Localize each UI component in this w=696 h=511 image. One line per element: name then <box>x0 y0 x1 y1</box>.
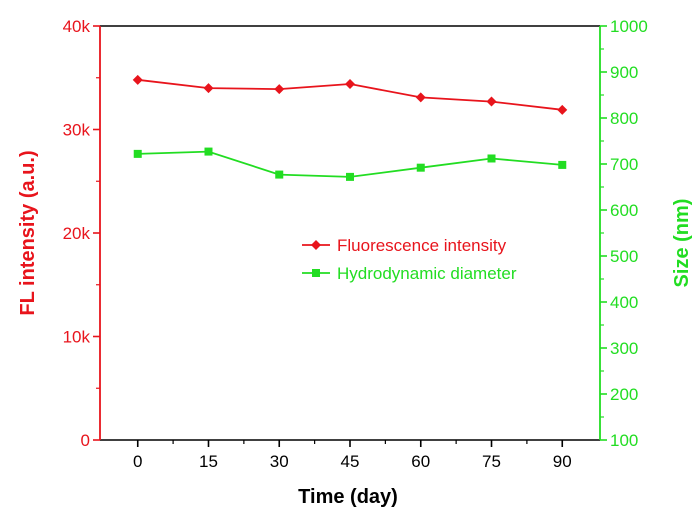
data-point-hydrodynamic <box>558 160 567 169</box>
right-axis-tick-label: 700 <box>610 155 638 174</box>
left-axis-tick-label: 30k <box>63 121 91 140</box>
legend: Fluorescence intensity Hydrodynamic diam… <box>302 236 517 283</box>
right-axis-title: Size (nm) <box>671 199 693 288</box>
right-axis-tick-label: 1000 <box>610 17 648 36</box>
left-axis-tick-label: 40k <box>63 17 91 36</box>
right-axis-tick-label: 200 <box>610 385 638 404</box>
right-axis-tick-label: 800 <box>610 109 638 128</box>
data-point-hydrodynamic <box>416 163 425 172</box>
x-axis-tick-label: 75 <box>482 452 501 471</box>
left-axis-title: FL intensity (a.u.) <box>17 150 39 315</box>
data-point-fluorescence <box>415 92 426 103</box>
left-axis-tick-label: 20k <box>63 224 91 243</box>
legend-label-hydrodynamic: Hydrodynamic diameter <box>337 264 517 283</box>
legend-marker-hydrodynamic <box>312 269 320 277</box>
right-axis-tick-label: 300 <box>610 339 638 358</box>
series-layer <box>132 74 568 181</box>
x-axis-tick-label: 30 <box>270 452 289 471</box>
data-point-fluorescence <box>274 84 285 95</box>
data-point-fluorescence <box>486 96 497 107</box>
right-axis-tick-label: 500 <box>610 247 638 266</box>
data-point-fluorescence <box>557 104 568 115</box>
left-axis-tick-label: 10k <box>63 328 91 347</box>
data-point-fluorescence <box>345 78 355 89</box>
right-axis-tick-label: 900 <box>610 63 638 82</box>
x-axis-title: Time (day) <box>298 486 398 508</box>
data-point-hydrodynamic <box>275 170 284 179</box>
left-axis-tick-label: 0 <box>81 431 90 450</box>
legend-label-fluorescence: Fluorescence intensity <box>337 236 507 255</box>
data-point-fluorescence <box>132 74 143 85</box>
left-axis-ticks: 0 10k 20k 30k 40k <box>63 17 100 450</box>
legend-marker-fluorescence <box>311 240 321 250</box>
x-axis-tick-label: 15 <box>199 452 218 471</box>
right-axis-tick-label: 400 <box>610 293 638 312</box>
data-point-hydrodynamic <box>204 147 213 156</box>
right-axis-tick-label: 100 <box>610 431 638 450</box>
right-axis-tick-label: 600 <box>610 201 638 220</box>
x-axis-tick-label: 60 <box>411 452 430 471</box>
data-point-hydrodynamic <box>133 149 142 158</box>
x-axis-tick-label: 0 <box>133 452 142 471</box>
x-axis-tick-label: 90 <box>553 452 572 471</box>
data-point-hydrodynamic <box>487 154 496 163</box>
x-axis-tick-label: 45 <box>341 452 360 471</box>
data-point-hydrodynamic <box>346 172 354 181</box>
x-axis-ticks: 0 15 30 45 60 75 90 <box>133 440 572 471</box>
right-axis-ticks: 100 200 300 400 500 600 700 800 900 1000 <box>600 17 648 450</box>
data-point-fluorescence <box>203 83 214 94</box>
